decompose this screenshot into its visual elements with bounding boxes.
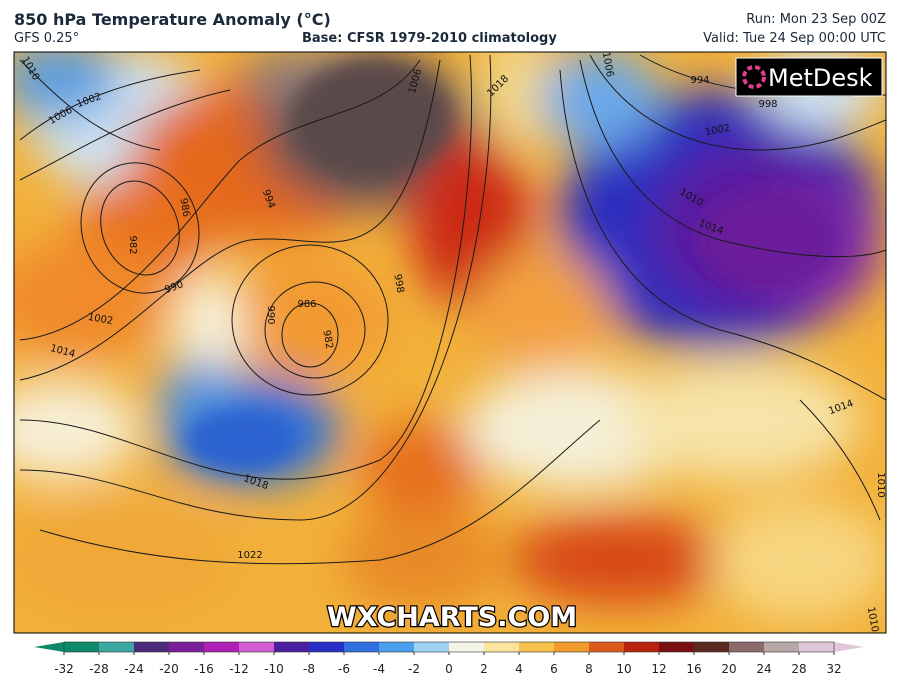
logo-box: MetDesk <box>735 57 883 97</box>
colorbar-tick-label: 32 <box>826 662 841 676</box>
isobar-label: 998 <box>391 273 405 294</box>
map-frame <box>13 51 887 634</box>
colorbar-tick-label: -28 <box>89 662 109 676</box>
isobar-label: 982 <box>320 329 334 350</box>
colorbar-tick-label: -32 <box>54 662 74 676</box>
colorbar-segment <box>99 642 135 652</box>
colorbar-tick-label: -6 <box>338 662 350 676</box>
colorbar-segment <box>414 642 450 652</box>
colorbar-segment <box>449 642 485 652</box>
colorbar-segment <box>519 642 555 652</box>
colorbar-tick-label: -16 <box>194 662 214 676</box>
colorbar-segment <box>764 642 800 652</box>
isobars <box>19 54 886 565</box>
colorbar-tick-label: -2 <box>408 662 420 676</box>
colorbar-segment <box>589 642 625 652</box>
colorbar-segment <box>799 642 835 652</box>
title: 850 hPa Temperature Anomaly (°C) <box>14 10 331 29</box>
watermark: WXCHARTS.COM <box>327 602 577 633</box>
isobar-label: 1022 <box>237 550 262 561</box>
isobar-label: 990 <box>265 305 276 324</box>
colorbar-tick-label: 24 <box>756 662 771 676</box>
colorbar-tick-label: 20 <box>721 662 736 676</box>
anomaly-field <box>14 52 886 633</box>
isobar-label: 1006 <box>600 51 615 78</box>
colorbar-arrow-low <box>34 642 64 652</box>
isobar-label: 994 <box>690 75 709 86</box>
colorbar-segment <box>554 642 590 652</box>
colorbar-segment <box>729 642 765 652</box>
base: Base: CFSR 1979-2010 climatology <box>302 31 557 46</box>
colorbar-segment <box>344 642 380 652</box>
colorbar-tick-label: -4 <box>373 662 385 676</box>
isobar-label: 986 <box>297 299 316 310</box>
isobar-label: 1002 <box>87 312 114 327</box>
colorbar-tick-label: 16 <box>686 662 701 676</box>
colorbar-segment <box>64 642 100 652</box>
model: GFS 0.25° <box>14 31 80 46</box>
colorbar-tick-label: -24 <box>124 662 144 676</box>
isobar-label: 986 <box>177 197 191 218</box>
colorbar-segment <box>309 642 345 652</box>
colorbar-tick-label: 10 <box>616 662 631 676</box>
colorbar-segment <box>134 642 170 652</box>
valid: Valid: Tue 24 Sep 00:00 UTC <box>703 31 886 46</box>
colorbar-tick-label: 28 <box>791 662 806 676</box>
colorbar-segment <box>239 642 275 652</box>
logo: MetDesk <box>768 64 873 92</box>
colorbar-segment <box>204 642 240 652</box>
colorbar-tick-label: -20 <box>159 662 179 676</box>
isobar-label: 982 <box>127 235 138 254</box>
colorbar-segment <box>624 642 660 652</box>
isobar-label: 1010 <box>875 472 886 497</box>
isobar-label: 1010 <box>865 606 880 633</box>
colorbar-segment <box>484 642 520 652</box>
colorbar-segment <box>169 642 205 652</box>
colorbar-tick-label: 8 <box>585 662 593 676</box>
isobar-label: 998 <box>758 99 777 110</box>
colorbar-tick-label: 0 <box>445 662 453 676</box>
colorbar-tick-label: 4 <box>515 662 523 676</box>
colorbar-tick-label: 12 <box>651 662 666 676</box>
colorbar-tick-label: -12 <box>229 662 249 676</box>
colorbar-arrow-high <box>834 642 864 652</box>
isobar-label: 1002 <box>704 123 731 138</box>
colorbar-tick-label: -10 <box>264 662 284 676</box>
run: Run: Mon 23 Sep 00Z <box>746 12 886 27</box>
colorbar-segment <box>379 642 415 652</box>
colorbar-tick-label: 6 <box>550 662 558 676</box>
colorbar-tick-label: 2 <box>480 662 488 676</box>
colorbar-segment <box>659 642 695 652</box>
colorbar-tick-label: -8 <box>303 662 315 676</box>
colorbar-segment <box>274 642 310 652</box>
colorbar-segment <box>694 642 730 652</box>
